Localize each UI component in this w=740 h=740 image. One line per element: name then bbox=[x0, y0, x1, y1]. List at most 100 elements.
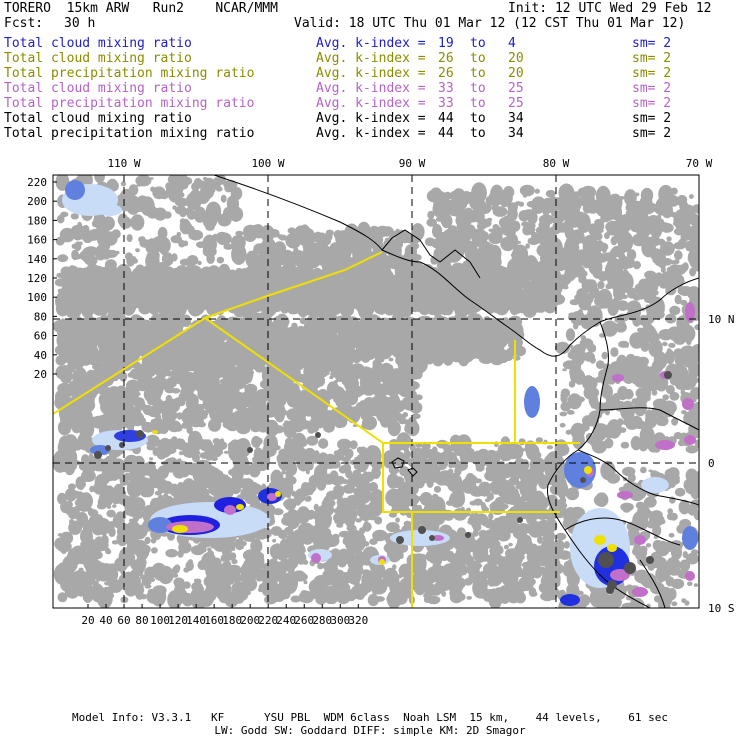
cloud-cell bbox=[142, 320, 158, 342]
cloud-cell bbox=[222, 345, 234, 357]
cloud-cell bbox=[380, 411, 396, 425]
cloud-cell bbox=[437, 349, 449, 359]
cloud-cell bbox=[80, 528, 93, 545]
cloud-cell bbox=[433, 485, 442, 493]
cloud-cell bbox=[483, 592, 493, 602]
legend-from: 33 bbox=[438, 81, 454, 96]
cloud-cell bbox=[275, 357, 287, 365]
cloud-cell bbox=[106, 334, 115, 345]
cloud-cell bbox=[168, 316, 177, 327]
cloud-cell bbox=[152, 270, 168, 290]
cloud-cell bbox=[403, 419, 411, 425]
cloud-cell bbox=[80, 337, 92, 349]
cloud-cell bbox=[349, 440, 358, 450]
cloud-cell bbox=[386, 345, 396, 356]
cloud-cell bbox=[72, 569, 89, 584]
cloud-cell bbox=[244, 273, 252, 278]
cloud-cell bbox=[386, 522, 400, 533]
cloud-cell bbox=[459, 450, 469, 463]
cloud-cell bbox=[251, 396, 263, 405]
cloud-cell bbox=[276, 345, 289, 359]
cloud-cell bbox=[366, 322, 375, 330]
cloud-cell bbox=[147, 325, 155, 331]
cloud-cell bbox=[95, 384, 110, 395]
cloud-cell bbox=[349, 542, 356, 548]
cloud-cell bbox=[173, 564, 181, 573]
cloud-cell bbox=[251, 457, 257, 461]
cloud-cell bbox=[234, 366, 245, 374]
legend-to-word: to bbox=[470, 81, 486, 96]
legend-to: 34 bbox=[508, 126, 524, 141]
cloud-cell bbox=[262, 461, 268, 467]
cloud-cell bbox=[64, 562, 71, 567]
cloud-cell bbox=[251, 467, 260, 476]
cloud-cell bbox=[398, 563, 414, 578]
cloud-cell bbox=[149, 338, 158, 349]
cloud-cell bbox=[318, 438, 329, 449]
cloud-cell bbox=[342, 497, 349, 502]
cloud-cell bbox=[529, 591, 538, 597]
cloud-cell bbox=[394, 319, 400, 324]
cloud-cell bbox=[161, 404, 177, 425]
cloud-cell bbox=[182, 318, 190, 327]
cloud-cell bbox=[440, 316, 449, 325]
legend-sm: sm= 2 bbox=[632, 66, 672, 81]
cloud-cell bbox=[212, 573, 220, 580]
cloud-cell bbox=[120, 421, 125, 426]
cloud-cell bbox=[424, 462, 441, 483]
cloud-cell bbox=[85, 557, 101, 576]
cloud-cell bbox=[190, 371, 202, 387]
cloud-cell bbox=[69, 518, 75, 525]
cloud-cell bbox=[477, 564, 483, 568]
cloud-cell bbox=[318, 389, 326, 397]
cloud-cell bbox=[60, 545, 68, 554]
cloud-cell bbox=[181, 390, 186, 394]
cloud-cell bbox=[297, 391, 306, 398]
cloud-cell bbox=[143, 288, 149, 296]
cloud-cell bbox=[527, 506, 534, 511]
cloud-cell bbox=[347, 380, 355, 390]
cloud-cell bbox=[179, 268, 185, 277]
cloud-cell bbox=[170, 304, 181, 315]
cloud-cell bbox=[554, 563, 564, 574]
cloud-cell bbox=[253, 360, 266, 373]
cloud-cell bbox=[343, 478, 348, 485]
cloud-cell bbox=[62, 330, 71, 340]
cloud-cell bbox=[265, 593, 274, 602]
legend-field: Total cloud mixing ratio bbox=[4, 81, 192, 96]
cloud-cell bbox=[92, 580, 100, 589]
cloud-cell bbox=[287, 421, 302, 431]
cloud-cell bbox=[448, 468, 454, 475]
cloud-cell bbox=[136, 482, 147, 494]
cloud-cell bbox=[456, 527, 467, 539]
cloud-cell bbox=[249, 420, 262, 433]
cloud-cell bbox=[123, 472, 132, 481]
cloud-cell bbox=[223, 341, 233, 347]
cloud-cell bbox=[493, 325, 505, 337]
cloud-cell bbox=[85, 584, 94, 592]
cloud-cell bbox=[392, 282, 398, 286]
cloud-cell bbox=[164, 485, 169, 493]
cloud-cell bbox=[172, 267, 180, 277]
cloud-cell bbox=[427, 341, 438, 352]
cloud-cell bbox=[61, 297, 68, 304]
cloud-cell bbox=[434, 333, 444, 343]
cloud-cell bbox=[171, 489, 178, 494]
cloud-cell bbox=[353, 498, 361, 508]
cloud-cell bbox=[272, 303, 280, 313]
cloud-cell bbox=[91, 458, 107, 472]
cloud-cell bbox=[219, 286, 232, 298]
cloud-cell bbox=[178, 451, 184, 456]
cloud-cell bbox=[397, 574, 403, 579]
legend-to: 25 bbox=[508, 96, 524, 111]
cloud-cell bbox=[171, 442, 178, 450]
cloud-cell bbox=[129, 314, 143, 332]
cloud-cell bbox=[297, 511, 305, 520]
cloud-cell bbox=[55, 365, 69, 380]
cloud-cell bbox=[325, 283, 334, 293]
cloud-cell bbox=[65, 501, 73, 508]
cloud-cell bbox=[289, 365, 301, 380]
cloud-cell bbox=[80, 469, 96, 482]
cloud-cell bbox=[188, 491, 200, 503]
